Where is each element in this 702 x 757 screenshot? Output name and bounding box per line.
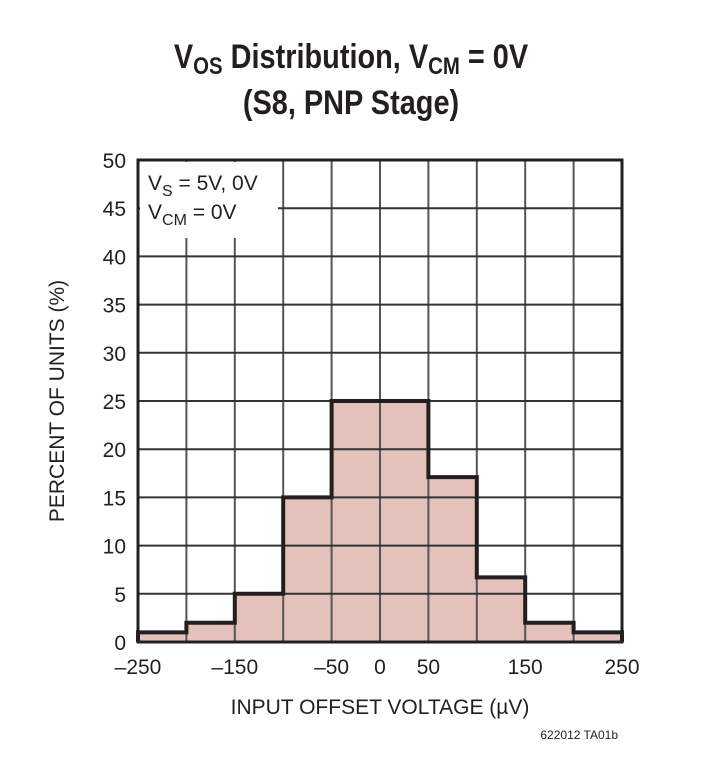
histogram-bar (331, 401, 380, 642)
x-tick-label: –50 (314, 656, 349, 679)
histogram-outline (136, 399, 624, 642)
x-tick-label: 150 (508, 656, 543, 679)
x-tick-label: –250 (115, 656, 162, 679)
histogram-bar (380, 401, 429, 642)
y-tick-label: 5 (114, 584, 126, 607)
x-axis-label: INPUT OFFSET VOLTAGE (µV) (231, 696, 530, 719)
chart-title-line1: VOS Distribution, VCM = 0V (173, 38, 529, 80)
annotation-line2: VCM = 0V (148, 201, 237, 229)
histogram-bar (573, 632, 622, 642)
y-tick-label: 25 (103, 391, 126, 414)
chart-title-line2: (S8, PNP Stage) (242, 84, 460, 122)
y-tick-label: 0 (114, 632, 126, 655)
y-tick-label: 50 (103, 150, 126, 173)
x-tick-label: 50 (417, 656, 440, 679)
y-tick-label: 20 (103, 439, 126, 462)
y-tick-label: 45 (103, 198, 126, 221)
x-tick-label: 0 (374, 656, 386, 679)
histogram-bar (525, 622, 574, 642)
x-tick-label: –150 (211, 656, 258, 679)
y-tick-label: 15 (103, 487, 126, 510)
y-tick-label: 10 (103, 536, 126, 559)
y-tick-label: 30 (103, 343, 126, 366)
annotation-line1: VS = 5V, 0V (148, 172, 258, 200)
y-tick-label: 35 (103, 295, 126, 318)
histogram-bar (234, 593, 284, 642)
histogram-bar (428, 477, 477, 642)
plot-frame (136, 158, 624, 644)
histogram-bar (283, 497, 332, 642)
histogram-bar (138, 632, 187, 642)
y-tick-label: 40 (103, 246, 126, 269)
x-tick-label: 250 (604, 656, 639, 679)
histogram-bar (476, 577, 526, 642)
annotation-background (140, 162, 278, 238)
y-axis-label: PERCENT OF UNITS (%) (46, 280, 69, 522)
figure-id: 622012 TA01b (540, 728, 618, 742)
histogram-bar (186, 622, 235, 642)
